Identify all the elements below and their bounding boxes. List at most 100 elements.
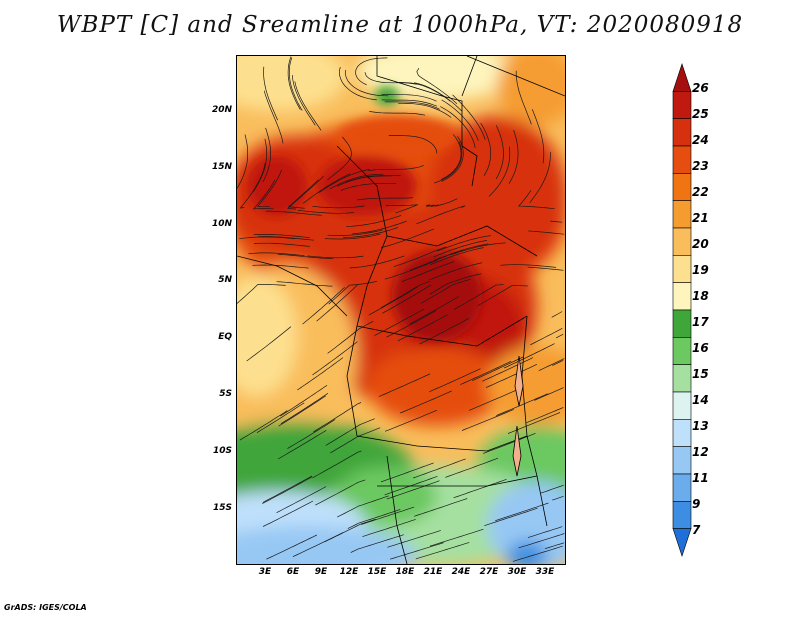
streamline bbox=[277, 253, 334, 260]
streamline bbox=[302, 173, 351, 204]
colorbar-band bbox=[672, 227, 692, 256]
colorbar-band bbox=[672, 309, 692, 338]
streamline bbox=[385, 204, 419, 214]
streamline bbox=[429, 528, 484, 547]
streamline bbox=[495, 125, 504, 180]
lon-label-21e: 21E bbox=[423, 567, 443, 577]
streamline bbox=[416, 205, 466, 225]
streamline bbox=[280, 385, 328, 417]
streamline bbox=[538, 358, 565, 371]
streamline bbox=[441, 99, 479, 141]
lon-label-27e: 27E bbox=[479, 567, 499, 577]
streamline bbox=[325, 418, 375, 446]
streamline bbox=[263, 66, 279, 121]
chart-title: WBPT [C] and Sreamline at 1000hPa, VT: 2… bbox=[56, 12, 744, 38]
streamline bbox=[419, 317, 470, 345]
streamline bbox=[257, 236, 314, 241]
streamline bbox=[237, 284, 286, 304]
streamline bbox=[344, 69, 389, 97]
streamline bbox=[345, 175, 401, 183]
streamline bbox=[480, 122, 492, 176]
streamline bbox=[378, 373, 431, 397]
streamline bbox=[452, 94, 486, 140]
streamline bbox=[386, 310, 437, 338]
streamline bbox=[327, 320, 374, 354]
streamline bbox=[329, 173, 384, 190]
streamline bbox=[496, 393, 548, 416]
streamline bbox=[393, 246, 447, 267]
streamline bbox=[450, 242, 506, 256]
streamline bbox=[503, 343, 555, 369]
lon-label-15e: 15E bbox=[367, 567, 387, 577]
streamline bbox=[278, 395, 326, 427]
colorbar-label-20: 20 bbox=[692, 237, 709, 251]
colorbar-label-19: 19 bbox=[692, 263, 709, 277]
streamline bbox=[381, 99, 438, 107]
colorbar-band bbox=[672, 282, 692, 311]
lon-label-12e: 12E bbox=[339, 567, 359, 577]
streamline bbox=[248, 252, 305, 256]
colorbar-label-21: 21 bbox=[692, 211, 709, 225]
streamline bbox=[529, 152, 551, 204]
streamline bbox=[324, 518, 376, 543]
lon-label-30e: 30E bbox=[507, 567, 527, 577]
streamline bbox=[262, 127, 271, 183]
streamline bbox=[413, 458, 466, 479]
colorbar-band bbox=[672, 200, 692, 229]
streamline bbox=[364, 72, 417, 85]
streamline bbox=[517, 190, 555, 210]
streamline bbox=[508, 129, 519, 184]
streamline bbox=[327, 136, 352, 181]
streamline bbox=[262, 476, 312, 504]
streamlines bbox=[237, 56, 565, 562]
colorbar-band bbox=[672, 501, 692, 529]
streamline bbox=[484, 507, 538, 527]
streamline bbox=[262, 475, 313, 503]
lat-label-5n: 5N bbox=[218, 275, 232, 285]
streamline bbox=[262, 500, 314, 527]
streamline bbox=[368, 286, 418, 316]
streamline bbox=[552, 495, 564, 501]
streamline bbox=[313, 402, 362, 433]
streamline bbox=[312, 450, 362, 479]
streamline bbox=[277, 430, 327, 460]
streamline bbox=[382, 284, 431, 314]
streamline bbox=[401, 261, 455, 282]
streamline bbox=[414, 82, 462, 112]
streamline bbox=[485, 363, 537, 388]
streamline bbox=[413, 498, 468, 517]
streamline bbox=[256, 169, 282, 207]
streamline bbox=[346, 215, 402, 227]
streamline bbox=[381, 93, 437, 102]
streamline bbox=[445, 457, 499, 478]
streamline bbox=[287, 419, 336, 449]
streamline bbox=[276, 281, 333, 287]
streamline bbox=[339, 66, 377, 101]
streamline bbox=[528, 230, 565, 235]
colorbar-label-14: 14 bbox=[692, 393, 709, 407]
streamline bbox=[428, 262, 483, 281]
streamline bbox=[312, 205, 365, 209]
lat-label-5s: 5S bbox=[219, 389, 232, 399]
colorbar-label-11: 11 bbox=[692, 471, 709, 485]
streamline bbox=[531, 109, 545, 164]
streamline bbox=[357, 197, 414, 201]
streamline bbox=[415, 542, 470, 560]
streamline bbox=[315, 479, 366, 506]
streamline bbox=[400, 390, 452, 414]
streamline bbox=[337, 495, 389, 518]
streamline bbox=[384, 409, 438, 432]
streamline bbox=[347, 509, 401, 529]
streamline bbox=[526, 407, 564, 424]
streamline bbox=[319, 169, 370, 193]
colorbar-band bbox=[672, 473, 692, 502]
streamline bbox=[239, 162, 266, 209]
lon-label-3e: 3E bbox=[258, 567, 272, 577]
streamline bbox=[550, 220, 563, 223]
streamline bbox=[387, 530, 441, 548]
streamline bbox=[386, 480, 440, 500]
streamline bbox=[256, 402, 305, 433]
streamline bbox=[287, 56, 301, 110]
streamline bbox=[380, 462, 434, 483]
streamline bbox=[350, 534, 404, 553]
